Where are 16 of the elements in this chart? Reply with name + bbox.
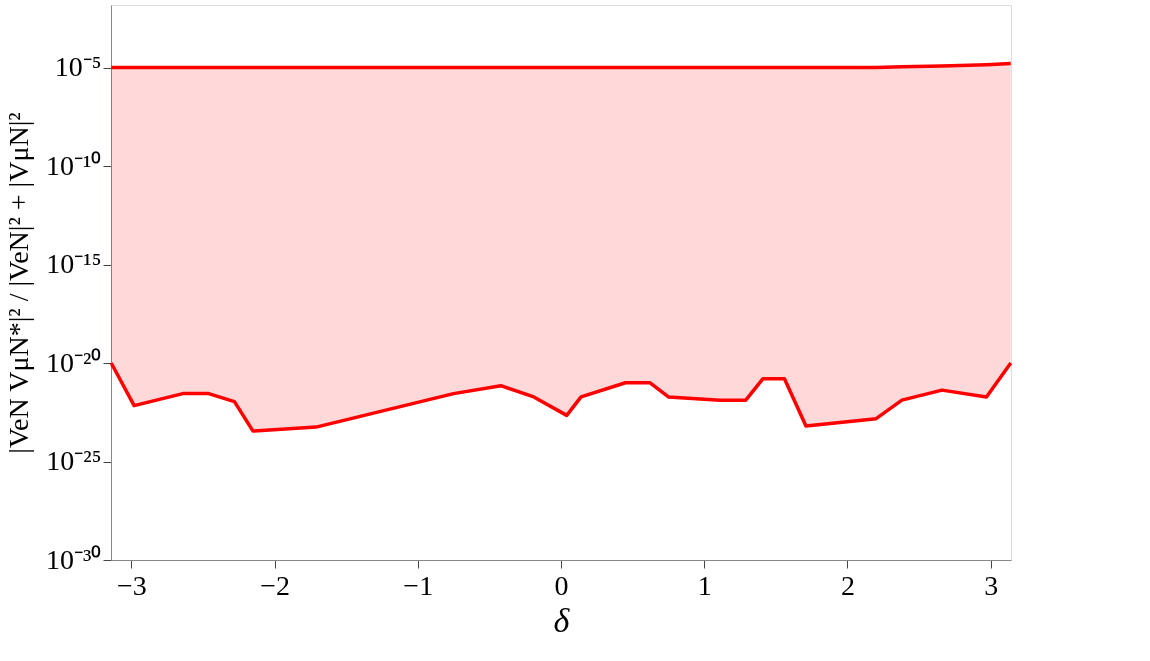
y-tick-label: 10⁻¹⁰ <box>46 149 102 181</box>
x-tick-label: −1 <box>403 569 434 601</box>
x-tick-label: 0 <box>554 569 569 601</box>
y-tick-label: 10⁻⁵ <box>54 51 102 83</box>
line-series <box>109 361 1013 433</box>
y-axis-title: |VeN VμN*|² / |VeN|² + |VμN|² <box>3 112 35 454</box>
x-tick-label: −3 <box>116 569 147 601</box>
x-axis-title: δ <box>553 601 571 639</box>
x-tick-label: 3 <box>984 569 999 601</box>
y-tick-label: 10⁻²⁰ <box>46 346 102 378</box>
x-tick-label: −2 <box>260 569 290 601</box>
y-tick-label: 10⁻¹⁵ <box>46 248 102 280</box>
y-tick-label: 10⁻²⁵ <box>46 445 102 477</box>
x-tick-label: 1 <box>697 569 712 601</box>
x-tick-label: 2 <box>840 569 855 601</box>
y-tick-label: 10⁻³⁰ <box>46 543 102 575</box>
